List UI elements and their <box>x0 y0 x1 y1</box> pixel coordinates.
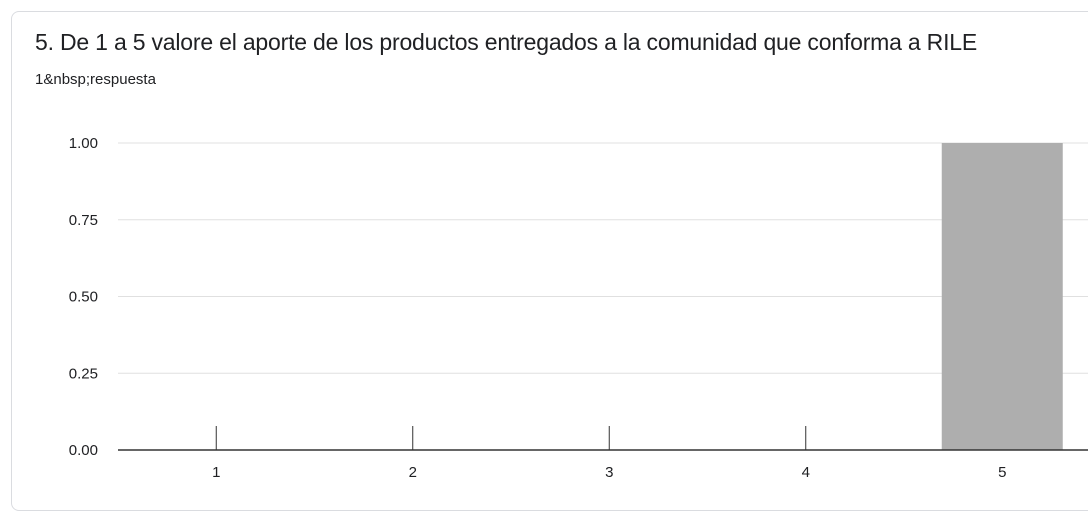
tick-labels: 0.00 0.25 0.50 0.75 1.00 1 2 3 4 5 <box>69 135 1007 481</box>
y-tick-label: 0.50 <box>69 289 98 306</box>
y-tick-label: 0.00 <box>69 442 98 459</box>
y-tick-label: 0.25 <box>69 365 98 382</box>
y-tick-label: 0.75 <box>69 212 98 229</box>
gridlines <box>118 142 1088 374</box>
bars <box>215 143 1063 450</box>
response-count: 1&nbsp;respuesta <box>35 71 156 88</box>
x-tick-label: 3 <box>605 464 613 481</box>
x-tick-label: 1 <box>212 464 220 481</box>
question-card <box>11 11 1088 511</box>
bar-chart: 0.00 0.25 0.50 0.75 1.00 1 2 3 4 5 <box>69 135 1088 481</box>
question-title: 5. De 1 a 5 valore el aporte de los prod… <box>35 29 978 55</box>
y-tick-label: 1.00 <box>69 135 98 152</box>
bar <box>941 143 1063 450</box>
x-tick-label: 4 <box>802 464 810 481</box>
x-tick-label: 5 <box>998 464 1006 481</box>
x-tick-label: 2 <box>409 464 417 481</box>
